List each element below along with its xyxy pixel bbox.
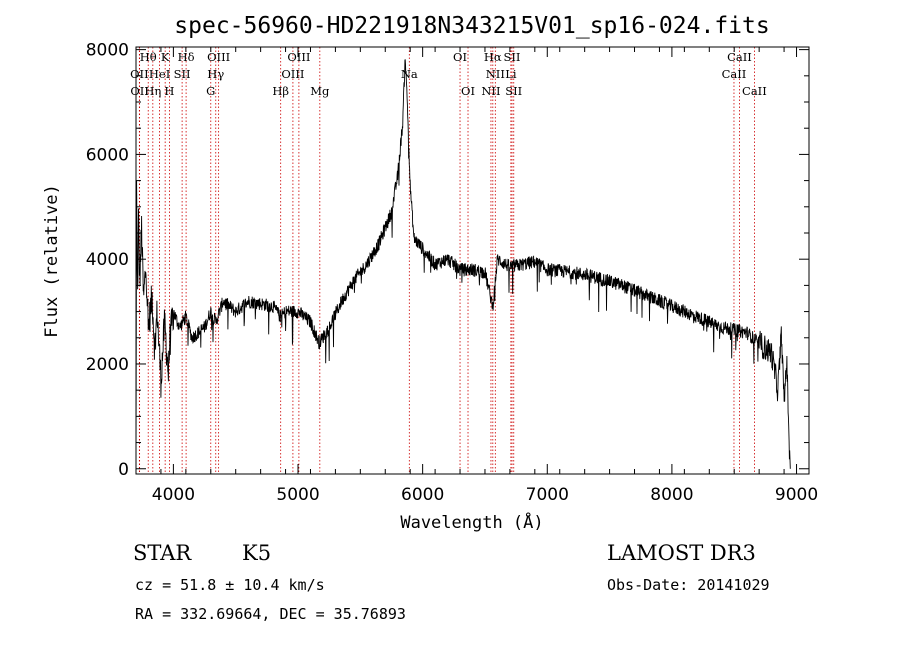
spectral-line-label: Li <box>505 67 517 81</box>
spectral-line-label: OIII <box>207 50 230 64</box>
survey-name: LAMOST DR3 <box>607 541 756 565</box>
spectral-line-label: Hα <box>484 50 502 64</box>
spectral-line-label: Na <box>401 67 418 81</box>
spectral-line-label: CaII <box>742 84 767 98</box>
spectral-line-label: SII <box>174 67 191 81</box>
spectral-line-label: Hθ <box>140 50 157 64</box>
chart-title: spec-56960-HD221918N343215V01_sp16-024.f… <box>174 13 769 39</box>
spectral-line-label: CaII <box>727 50 752 64</box>
spectral-line-label: OI <box>453 50 467 64</box>
spectral-line-label: OII <box>130 67 149 81</box>
spectral-line-markers <box>138 47 755 474</box>
spectral-line-label: Mg <box>310 84 330 98</box>
y-tick-label: 4000 <box>86 250 129 270</box>
flux-line <box>135 59 791 469</box>
y-tick-label: 8000 <box>86 41 129 61</box>
x-axis-ticks: 4000 5000 6000 7000 8000 9000 <box>135 47 818 505</box>
spectral-line-label: CaII <box>722 67 747 81</box>
spectral-line-label: SII <box>504 50 521 64</box>
spectral-line-label: OIII <box>287 50 310 64</box>
y-axis-label: Flux (relative) <box>42 184 62 338</box>
x-axis-label: Wavelength (Å) <box>400 511 543 533</box>
spectral-line-label: H <box>164 84 174 98</box>
spectral-line-label: OIII <box>281 67 304 81</box>
spectral-line-label: SII <box>505 84 522 98</box>
x-tick-label: 9000 <box>775 485 818 505</box>
spectral-line-label: Hη <box>144 84 161 98</box>
y-tick-label: 0 <box>118 460 129 480</box>
x-tick-label: 6000 <box>401 485 444 505</box>
spectral-line-label: NII <box>481 84 500 98</box>
y-tick-label: 6000 <box>86 145 129 165</box>
spectral-line-label: Hγ <box>207 67 224 81</box>
redshift-readout: cz = 51.8 ± 10.4 km/s <box>135 576 325 594</box>
spectral-line-label: Hδ <box>178 50 195 64</box>
x-tick-label: 8000 <box>650 485 693 505</box>
spectral-line-label: OII <box>130 84 149 98</box>
spectrum-series <box>135 59 791 469</box>
coordinates: RA = 332.69664, DEC = 35.76893 <box>135 605 406 623</box>
x-tick-label: 5000 <box>276 485 319 505</box>
plot-frame <box>135 46 810 475</box>
spectral-line-label: Hβ <box>272 84 289 98</box>
x-tick-label: 4000 <box>152 485 195 505</box>
obs-date: Obs-Date: 20141029 <box>607 576 770 594</box>
object-class: STAR <box>133 541 192 565</box>
x-tick-label: 7000 <box>526 485 569 505</box>
object-subclass: K5 <box>242 541 271 565</box>
spectral-line-label: OI <box>461 84 475 98</box>
y-axis-ticks: 0 2000 4000 6000 8000 <box>86 41 809 480</box>
spectral-line-label: G <box>206 84 215 98</box>
spectral-line-label: HeI <box>149 67 170 81</box>
y-tick-label: 2000 <box>86 355 129 375</box>
spectral-line-label: NII <box>486 67 505 81</box>
spectral-line-label: K <box>161 50 170 64</box>
